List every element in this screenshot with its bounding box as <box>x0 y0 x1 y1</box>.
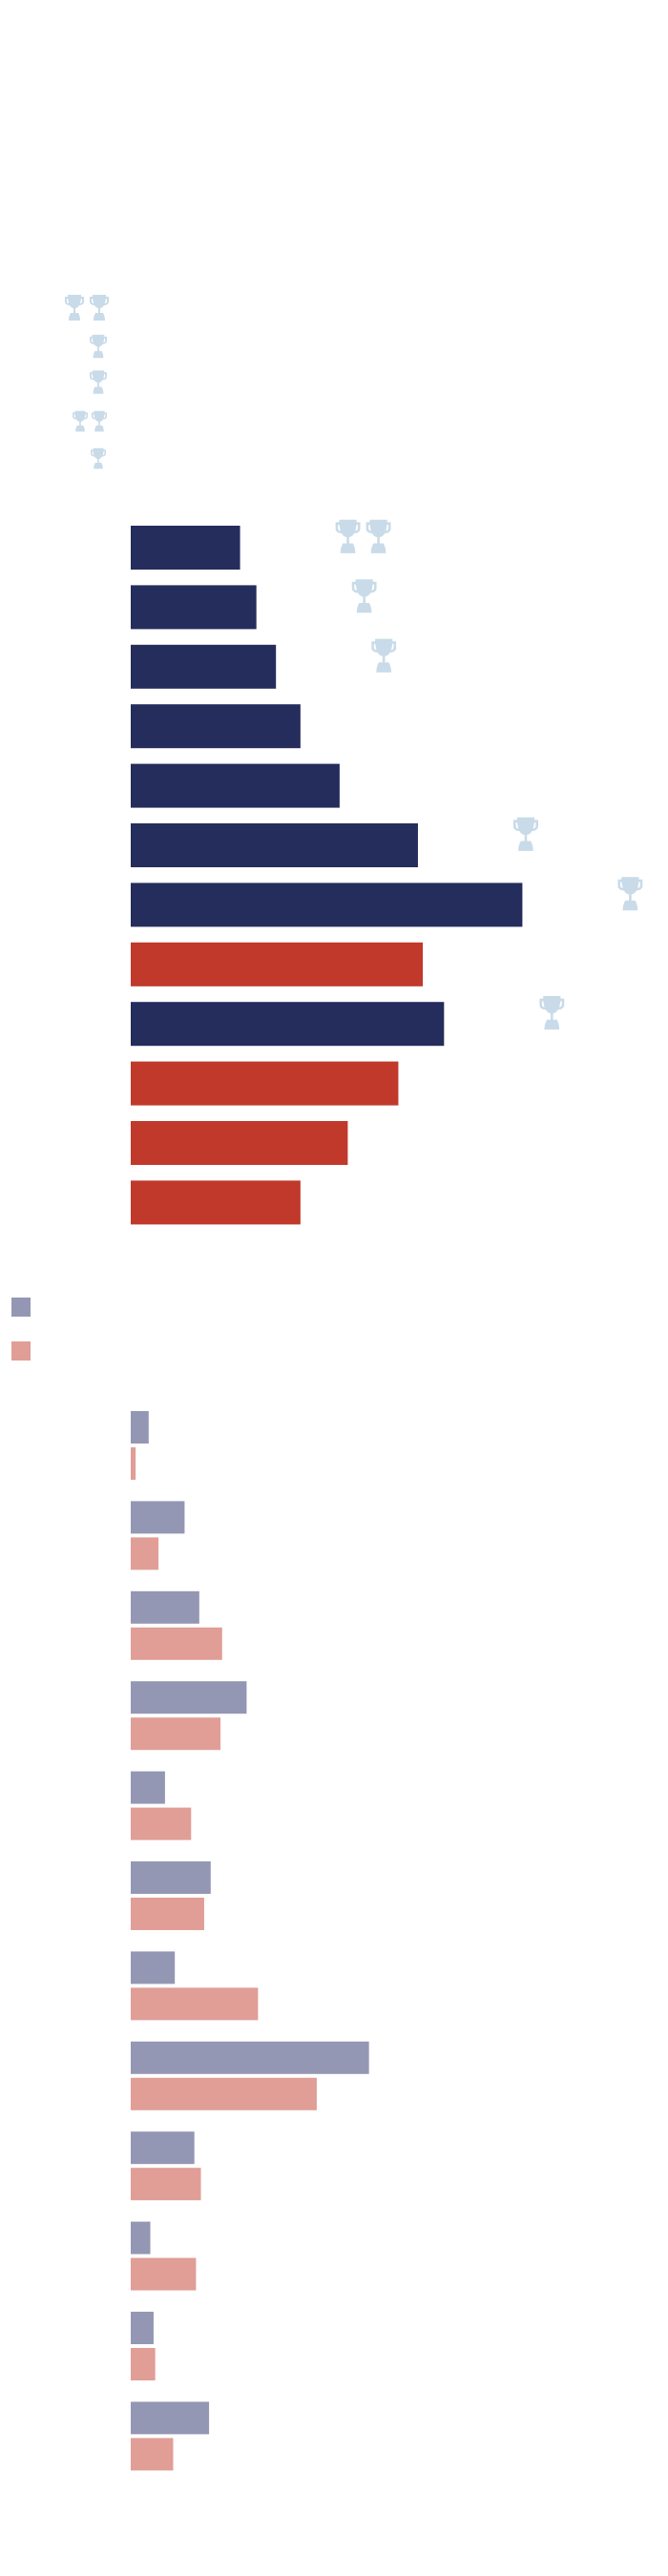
bar <box>131 2131 195 2165</box>
bar <box>131 1717 221 1751</box>
bar <box>131 2077 317 2110</box>
trophy-icon <box>371 638 397 673</box>
trophy-icon <box>617 877 643 911</box>
bar <box>131 2041 369 2074</box>
bar <box>131 644 277 689</box>
bar <box>131 1447 136 1480</box>
trophy-icon <box>73 410 88 432</box>
trophy-icon <box>512 817 538 851</box>
bar <box>131 883 523 927</box>
trophy-key <box>65 295 109 469</box>
trophy-icon <box>90 334 107 359</box>
bar <box>131 2257 197 2291</box>
legend-swatch <box>11 1298 31 1317</box>
trophy-icon <box>90 370 107 394</box>
bar <box>131 1807 192 1840</box>
bar <box>131 1951 176 1984</box>
bar <box>131 1987 259 2021</box>
trophy-icon <box>91 447 106 469</box>
bar <box>131 1861 211 1894</box>
bar <box>131 704 301 749</box>
bar <box>131 1681 247 1714</box>
bar <box>131 1537 159 1570</box>
trophy-icon <box>365 519 391 553</box>
bar <box>131 1898 204 1930</box>
bar <box>131 2312 154 2344</box>
trophy-icon <box>351 579 377 613</box>
trophy-icon <box>335 519 361 553</box>
bar <box>131 1627 222 1660</box>
trophy-icon <box>90 295 109 321</box>
bar <box>131 1771 165 1804</box>
bar <box>131 1002 445 1047</box>
bar <box>131 1061 399 1106</box>
bar <box>131 1501 185 1534</box>
trophy-icon <box>92 410 107 432</box>
bar <box>131 1590 199 1624</box>
bar <box>131 2401 210 2435</box>
bar <box>131 2438 174 2471</box>
bar <box>131 823 418 867</box>
trophy-icon <box>65 295 84 321</box>
bar <box>131 1411 149 1444</box>
bar <box>131 763 340 808</box>
bar <box>131 1180 301 1225</box>
bar <box>131 1121 348 1165</box>
legend-swatch <box>11 1341 31 1361</box>
bar <box>131 585 257 630</box>
trophy-icon <box>539 996 565 1030</box>
bar <box>131 526 240 570</box>
bar <box>131 2168 201 2201</box>
bar <box>131 2348 156 2380</box>
bar <box>131 2221 151 2254</box>
bar <box>131 942 424 987</box>
